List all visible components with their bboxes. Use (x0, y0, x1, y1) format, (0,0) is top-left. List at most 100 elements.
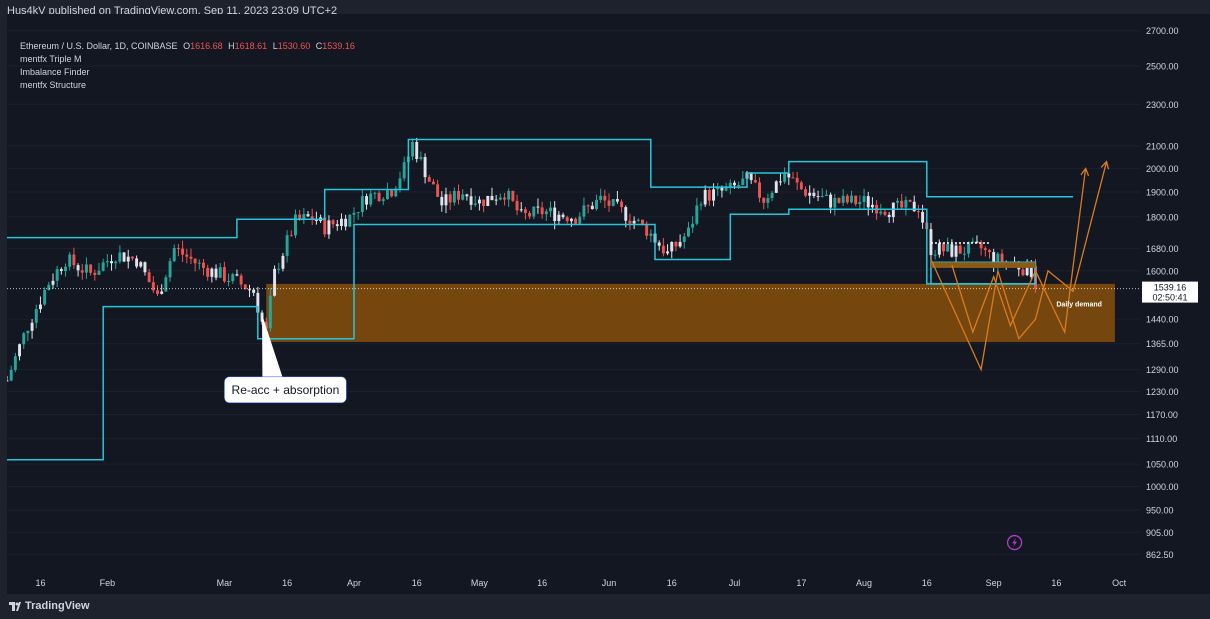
candle-body (214, 268, 218, 278)
symbol-name[interactable]: Ethereum / U.S. Dollar, 1D, COINBASE (20, 41, 178, 51)
candle-body (340, 218, 343, 227)
time-tick-label: Sep (986, 578, 1002, 588)
time-tick-label: Oct (1112, 578, 1127, 588)
candle-body (59, 269, 63, 271)
candle-body (942, 243, 945, 252)
structure-lower-line (7, 208, 1036, 461)
time-axis-svg[interactable]: 16 Feb Mar 16 Apr 16 May 16 Jun 16 Jul 17 Aug 16 Sep 16… (7, 572, 1140, 594)
candle-body (482, 199, 486, 206)
candle-body (988, 249, 991, 253)
candle-body (791, 177, 795, 179)
candle-body (285, 235, 289, 256)
candle-body (837, 197, 841, 203)
candle-body (687, 227, 690, 237)
candle-body (778, 181, 782, 183)
candle-body (231, 274, 235, 281)
candle-body (444, 194, 448, 206)
markers[interactable] (1006, 534, 1023, 551)
candle-body (741, 178, 745, 185)
price-axis[interactable]: 2700.00 2500.00 2300.00 2100.00 2000.00 1900.… (1140, 14, 1210, 572)
candle-body (84, 264, 88, 273)
candle-body (473, 203, 477, 205)
candle-body (816, 196, 820, 198)
footer-bar: TradingView (0, 594, 1210, 619)
candle-body (824, 194, 828, 196)
price-tick-label: 1230.00 (1146, 387, 1179, 397)
candle-body (47, 284, 51, 290)
candle-body (101, 262, 105, 271)
candle-body (147, 272, 151, 283)
candle-body (369, 193, 373, 205)
legend-symbol-row[interactable]: Ethereum / U.S. Dollar, 1D, COINBASE O16… (20, 40, 358, 53)
candle-body (540, 207, 544, 215)
open-value: 1616.68 (190, 41, 223, 51)
candle-body (674, 241, 678, 247)
candle-body (703, 189, 707, 205)
callout-box (224, 376, 347, 404)
range-box (930, 242, 1037, 285)
candle-body (235, 274, 239, 276)
candle-body (896, 200, 899, 203)
time-axis[interactable]: 16 Feb Mar 16 Apr 16 May 16 Jun 16 Jul 17 Aug 16 Sep 16… (7, 572, 1140, 594)
candle-body (344, 218, 348, 227)
projection-arrowhead (1080, 167, 1090, 177)
candle-body (590, 205, 594, 210)
candle-body (858, 202, 862, 205)
indicator-structure[interactable]: mentfx Structure (20, 80, 87, 90)
candle-body (294, 214, 297, 236)
candle-body (72, 254, 76, 266)
candle-body (390, 190, 394, 197)
low-label: L (272, 41, 278, 51)
candle-body (628, 220, 632, 224)
candle-body (477, 199, 481, 204)
candle-body (381, 199, 385, 202)
tradingview-brand[interactable]: TradingView (25, 600, 90, 612)
lightning-icon[interactable] (1006, 534, 1023, 551)
candle-body (933, 254, 937, 256)
time-tick-label: 16 (282, 578, 292, 588)
candle-body (277, 268, 281, 270)
candle-body (975, 241, 979, 243)
candle-body (578, 216, 582, 224)
candle-body (749, 172, 753, 181)
candle-body (707, 189, 711, 201)
candle-body (582, 205, 586, 217)
chart-plot-area[interactable]: Re-acc + absorption Daily demand Ethereum… (7, 14, 1140, 572)
candle-body (172, 247, 176, 262)
candle-body (248, 289, 251, 291)
candle-body (603, 195, 607, 201)
candle-body (845, 195, 849, 203)
candle-body (310, 216, 314, 219)
demand-zone (266, 283, 1115, 343)
candle-body (762, 197, 766, 203)
candle-body (962, 253, 966, 255)
candle-body (908, 199, 912, 202)
candle-body (273, 268, 277, 296)
indicator-imbalance-finder[interactable]: Imbalance Finder (20, 67, 90, 77)
price-axis-svg[interactable]: 2700.00 2500.00 2300.00 2100.00 2000.00 1900.… (1140, 14, 1210, 572)
candle-body (691, 223, 695, 228)
candle-body (490, 195, 494, 201)
candle-body (1029, 261, 1033, 277)
candle-body (176, 247, 180, 249)
candle-body (26, 330, 30, 334)
candle-body (862, 196, 866, 203)
chart-svg[interactable]: Re-acc + absorption Daily demand (7, 14, 1140, 572)
candle-body (615, 199, 619, 202)
price-tick-label: 1440.00 (1146, 315, 1179, 325)
candle-body (712, 189, 716, 201)
candle-body (929, 229, 933, 256)
candle-body (348, 214, 352, 227)
candle-body (38, 304, 42, 310)
candle-body (937, 243, 941, 255)
price-tick-label: 1900.00 (1146, 187, 1179, 197)
axis-corner (1140, 572, 1210, 594)
price-tick-label: 1290.00 (1146, 365, 1179, 375)
candle-body (130, 256, 134, 259)
time-tick-label: Jun (602, 578, 617, 588)
candle-body (97, 270, 101, 275)
indicator-triple-m[interactable]: mentfx Triple M (20, 54, 82, 64)
low-value: 1530.60 (277, 41, 311, 51)
candle-body (465, 194, 469, 197)
candle-body (202, 262, 205, 268)
